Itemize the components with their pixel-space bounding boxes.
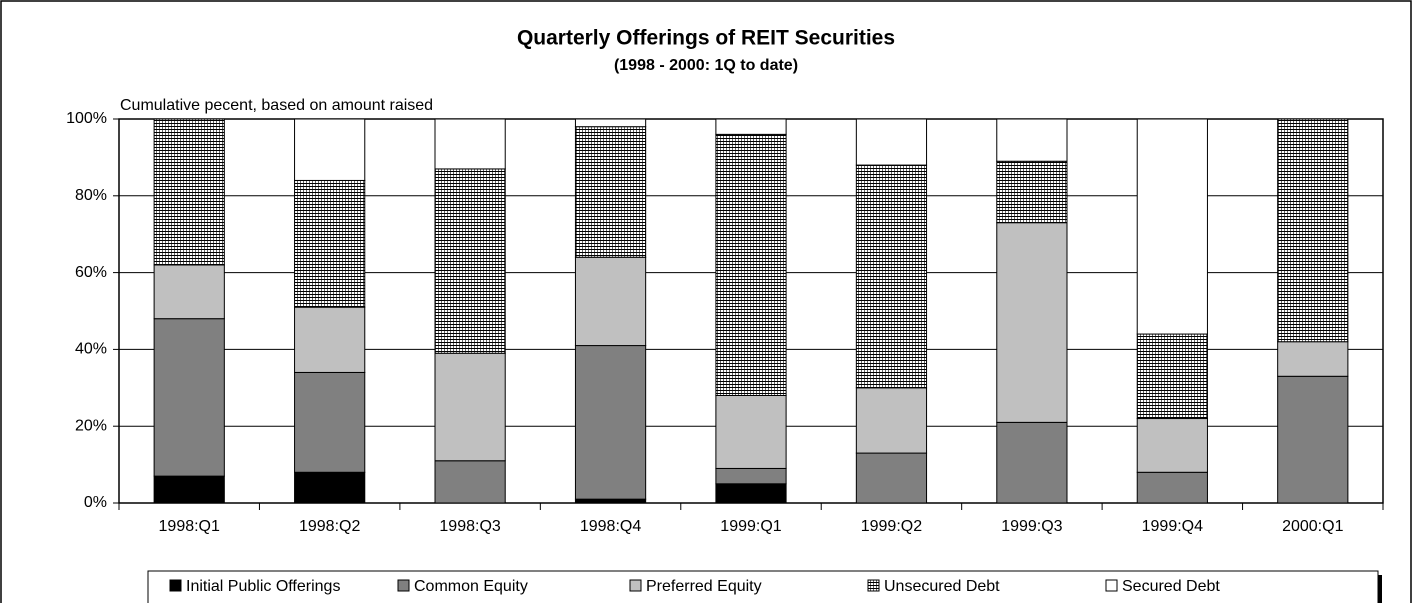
bar-segment	[153, 264, 225, 320]
bar-segment	[715, 133, 787, 396]
bar-segment	[294, 371, 366, 473]
bar-segment	[574, 126, 647, 258]
y-tick-label: 60%	[75, 264, 107, 281]
bar-segment	[855, 452, 928, 504]
bar-segment	[1136, 418, 1208, 473]
legend-swatch	[1105, 579, 1118, 592]
legend-swatch	[169, 579, 182, 592]
bar-segment	[153, 118, 225, 266]
bar-segment	[1277, 118, 1349, 343]
bar-segment	[715, 394, 787, 469]
chart-title: Quarterly Offerings of REIT Securities	[517, 27, 895, 50]
x-tick-label: 1998:Q2	[299, 518, 360, 535]
bar-segment	[153, 475, 225, 504]
bar-segment	[294, 179, 366, 308]
x-tick-label: 1999:Q3	[1001, 518, 1062, 535]
bar-segment	[715, 467, 787, 485]
bar-segment	[996, 160, 1068, 224]
axis-label: Cumulative pecent, based on amount raise…	[120, 97, 433, 114]
legend-box	[147, 570, 1379, 603]
y-tick-label: 100%	[66, 110, 107, 127]
bar-segment	[574, 498, 647, 504]
bar-segment	[1136, 118, 1208, 335]
legend-swatch	[867, 579, 880, 592]
x-tick-label: 1999:Q4	[1142, 518, 1203, 535]
bar-segment	[1136, 333, 1208, 420]
bar-segment	[434, 118, 506, 170]
bar-segment	[434, 168, 506, 354]
legend-swatch	[629, 579, 642, 592]
legend-label: Unsecured Debt	[884, 578, 1000, 595]
bar-segment	[1277, 375, 1349, 504]
bar-segment	[996, 222, 1068, 423]
bar-segment	[996, 421, 1068, 504]
x-tick-label: 1998:Q1	[159, 518, 220, 535]
y-tick-label: 0%	[84, 494, 107, 511]
bar-segment	[996, 118, 1068, 162]
bar-segment	[574, 118, 647, 128]
x-tick-label: 2000:Q1	[1282, 518, 1343, 535]
legend-swatch	[397, 579, 410, 592]
y-tick-label: 40%	[75, 341, 107, 358]
legend-label: Initial Public Offerings	[186, 578, 340, 595]
legend-label: Preferred Equity	[646, 578, 762, 595]
bar-segment	[574, 345, 647, 500]
bar-segment	[855, 164, 928, 389]
bar-segment	[294, 118, 366, 181]
x-tick-label: 1998:Q4	[580, 518, 641, 535]
bar-segment	[855, 118, 928, 166]
bar-segment	[434, 460, 506, 504]
y-tick-label: 20%	[75, 417, 107, 434]
legend-label: Secured Debt	[1122, 578, 1220, 595]
x-tick-label: 1998:Q3	[439, 518, 500, 535]
legend-label: Common Equity	[414, 578, 528, 595]
bar-segment	[434, 352, 506, 462]
y-tick-label: 80%	[75, 187, 107, 204]
bar-segment	[855, 387, 928, 454]
bar-segment	[715, 483, 787, 504]
x-tick-label: 1999:Q1	[720, 518, 781, 535]
bar-segment	[715, 118, 787, 135]
bar-segment	[153, 318, 225, 477]
bar-segment	[574, 256, 647, 347]
chart-subtitle: (1998 - 2000: 1Q to date)	[614, 57, 798, 74]
bar-segment	[294, 306, 366, 373]
x-tick-label: 1999:Q2	[861, 518, 922, 535]
bar-segment	[294, 471, 366, 504]
bar-segment	[1136, 471, 1208, 504]
bar-segment	[1277, 341, 1349, 377]
